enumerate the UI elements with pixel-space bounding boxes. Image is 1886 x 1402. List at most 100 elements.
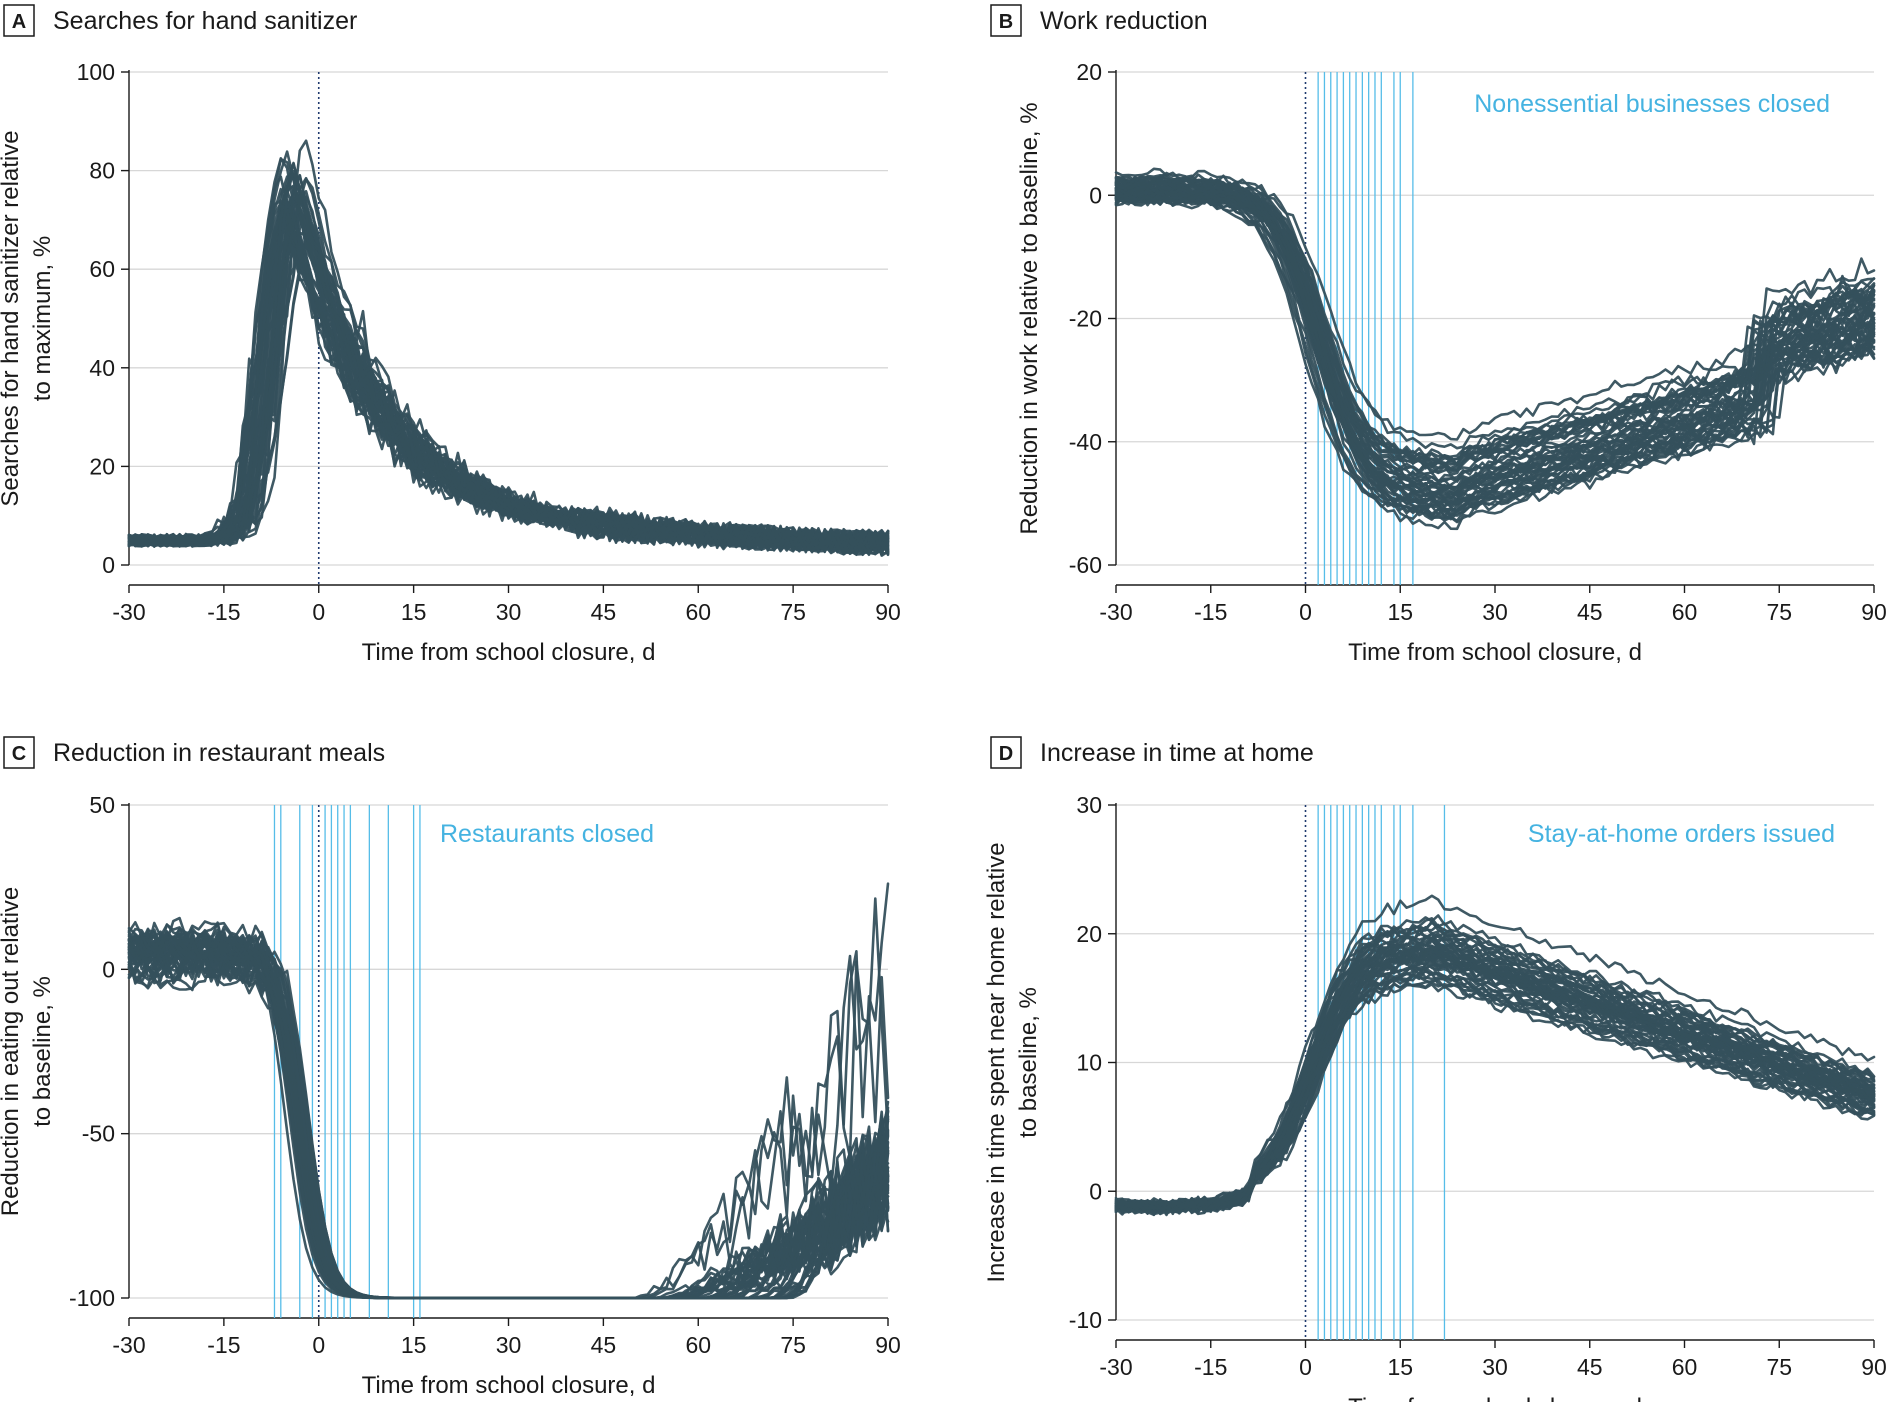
panel-d-ylabel: Increase in time spent near home relativ… bbox=[983, 842, 1010, 1282]
panel-c-xtick-label: 45 bbox=[591, 1332, 617, 1358]
panel-d-series-line bbox=[1114, 942, 1876, 1215]
panel-b: B Work reduction -60 -40 -20 0 20 -30 -15 0 15 30… bbox=[990, 4, 1886, 666]
panel-d-ytick-label: 30 bbox=[1076, 792, 1102, 818]
panel-a-ylabel: Searches for hand sanitizer relative bbox=[0, 130, 24, 506]
panel-c-xtick-label: 60 bbox=[685, 1332, 711, 1358]
panel-d-xtick-label: 0 bbox=[1299, 1354, 1312, 1380]
panel-d-series-line bbox=[1114, 974, 1876, 1214]
panel-a-xtick-label: 30 bbox=[496, 599, 522, 625]
panel-b-xtick-label: 30 bbox=[1482, 599, 1508, 625]
panel-d-series-line bbox=[1114, 950, 1876, 1212]
panel-d-title: Increase in time at home bbox=[1040, 739, 1314, 767]
panel-d-xtick-label: 30 bbox=[1482, 1354, 1508, 1380]
panel-d-ytick-label: -10 bbox=[1069, 1307, 1102, 1333]
panel-d-series-line bbox=[1114, 966, 1876, 1216]
panel-a-ytick-label: 0 bbox=[102, 552, 115, 578]
panel-b-ytick-label: -60 bbox=[1069, 552, 1102, 578]
panel-a-xtick-label: 90 bbox=[875, 599, 901, 625]
panel-d-letter: D bbox=[999, 743, 1013, 765]
panel-b-xtick-label: 0 bbox=[1299, 599, 1312, 625]
panel-c-ytick-label: -50 bbox=[82, 1121, 115, 1147]
panel-a-ytick-label: 100 bbox=[77, 59, 115, 85]
panel-a-xtick-label: 15 bbox=[401, 599, 427, 625]
panel-d-xtick-label: 15 bbox=[1387, 1354, 1413, 1380]
panel-c-annotation: Restaurants closed bbox=[440, 820, 654, 848]
panel-c-series-line bbox=[127, 932, 890, 1300]
panel-b-series-line bbox=[1114, 186, 1876, 498]
panel-b-letter-box bbox=[990, 4, 1022, 37]
panel-c-xtick-label: 15 bbox=[401, 1332, 427, 1358]
panel-b-xtick-label: -15 bbox=[1194, 599, 1227, 625]
panel-a-xtick-label: 45 bbox=[591, 599, 617, 625]
panel-d-ytick-label: 0 bbox=[1089, 1178, 1102, 1204]
panel-c-xlabel: Time from school closure, d bbox=[362, 1372, 656, 1399]
panel-c-xtick-label: -30 bbox=[112, 1332, 145, 1358]
panel-a-xlabel: Time from school closure, d bbox=[362, 639, 656, 666]
panel-b-series-line bbox=[1114, 182, 1876, 483]
panel-d-letter-box bbox=[990, 736, 1022, 769]
panel-d-series-line bbox=[1114, 934, 1876, 1211]
panel-c-ylabel: Reduction in eating out relative bbox=[0, 887, 24, 1217]
panel-d-series-line bbox=[1114, 967, 1876, 1216]
panel-a-xtick-label: -15 bbox=[207, 599, 240, 625]
panel-c-xtick-label: 90 bbox=[875, 1332, 901, 1358]
panel-b-xtick-label: 60 bbox=[1672, 599, 1698, 625]
panel-a-ytick-label: 40 bbox=[89, 355, 115, 381]
panel-a-ytick-label: 60 bbox=[89, 256, 115, 282]
panel-d-xtick-label: 45 bbox=[1577, 1354, 1603, 1380]
panel-a-xtick-label: 75 bbox=[780, 599, 806, 625]
panel-c-series-line bbox=[127, 931, 890, 1300]
panel-b-ytick-label: 20 bbox=[1076, 59, 1102, 85]
panel-d-series-line bbox=[1114, 982, 1876, 1213]
panel-b-annotation: Nonessential businesses closed bbox=[1474, 90, 1830, 118]
panel-b-xtick-label: 75 bbox=[1766, 599, 1792, 625]
panel-d-ytick-label: 10 bbox=[1076, 1050, 1102, 1076]
panel-d-xtick-label: -30 bbox=[1099, 1354, 1132, 1380]
panel-a-ytick-label: 80 bbox=[89, 158, 115, 184]
panel-b-xlabel: Time from school closure, d bbox=[1348, 639, 1642, 666]
panel-d-series-line bbox=[1114, 976, 1876, 1215]
panel-b-ylabel: Reduction in work relative to baseline, … bbox=[1016, 102, 1043, 534]
panel-c-xtick-label: 30 bbox=[496, 1332, 522, 1358]
panel-d-ytick-label: 20 bbox=[1076, 921, 1102, 947]
panel-a: A Searches for hand sanitizer 0 20 40 60 80 1… bbox=[0, 4, 901, 666]
panel-d-xtick-label: 90 bbox=[1861, 1354, 1886, 1380]
panel-c-xtick-label: 0 bbox=[312, 1332, 325, 1358]
panel-a-title: Searches for hand sanitizer bbox=[53, 7, 357, 35]
panel-c-ylabel: to baseline, % bbox=[29, 976, 56, 1127]
panel-b-xtick-label: 90 bbox=[1861, 599, 1886, 625]
panel-a-xtick-label: 60 bbox=[685, 599, 711, 625]
panel-c-ytick-label: 0 bbox=[102, 956, 115, 982]
panel-d-annotation: Stay-at-home orders issued bbox=[1528, 820, 1835, 848]
panel-c-letter-box bbox=[3, 736, 35, 769]
panel-b-xtick-label: -30 bbox=[1099, 599, 1132, 625]
panel-b-series-line bbox=[1114, 180, 1876, 475]
panel-a-letter-box bbox=[3, 4, 35, 37]
panel-c-series-line bbox=[127, 947, 890, 1300]
panel-d-xtick-label: 60 bbox=[1672, 1354, 1698, 1380]
panel-c-ytick-label: 50 bbox=[89, 792, 115, 818]
panel-b-ytick-label: 0 bbox=[1089, 182, 1102, 208]
panel-c-xtick-label: -15 bbox=[207, 1332, 240, 1358]
panel-a-series-line bbox=[127, 169, 890, 554]
panel-b-title: Work reduction bbox=[1040, 7, 1208, 35]
panel-a-ytick-label: 20 bbox=[89, 453, 115, 479]
panel-d-series-line bbox=[1114, 978, 1876, 1213]
panel-c-xtick-label: 75 bbox=[780, 1332, 806, 1358]
panel-c-ytick-label: -100 bbox=[69, 1285, 115, 1311]
panel-b-ytick-label: -40 bbox=[1069, 429, 1102, 455]
panel-b-ytick-label: -20 bbox=[1069, 306, 1102, 332]
panel-d: D Increase in time at home -10 0 10 20 30 -30… bbox=[983, 736, 1886, 1402]
panel-a-letter: A bbox=[12, 11, 26, 33]
panel-d-xlabel: Time from school closure, d bbox=[1348, 1394, 1642, 1402]
panel-d-xtick-label: -15 bbox=[1194, 1354, 1227, 1380]
panel-d-xtick-label: 75 bbox=[1766, 1354, 1792, 1380]
panel-b-xtick-label: 15 bbox=[1387, 599, 1413, 625]
panel-a-xtick-label: -30 bbox=[112, 599, 145, 625]
panel-a-series-line bbox=[127, 209, 890, 555]
panel-b-series-line bbox=[1114, 179, 1876, 474]
panel-a-series-line bbox=[127, 201, 890, 557]
panel-d-ylabel: to baseline, % bbox=[1015, 987, 1042, 1138]
panel-c: C Reduction in restaurant meals -100 -50 0… bbox=[0, 736, 901, 1399]
